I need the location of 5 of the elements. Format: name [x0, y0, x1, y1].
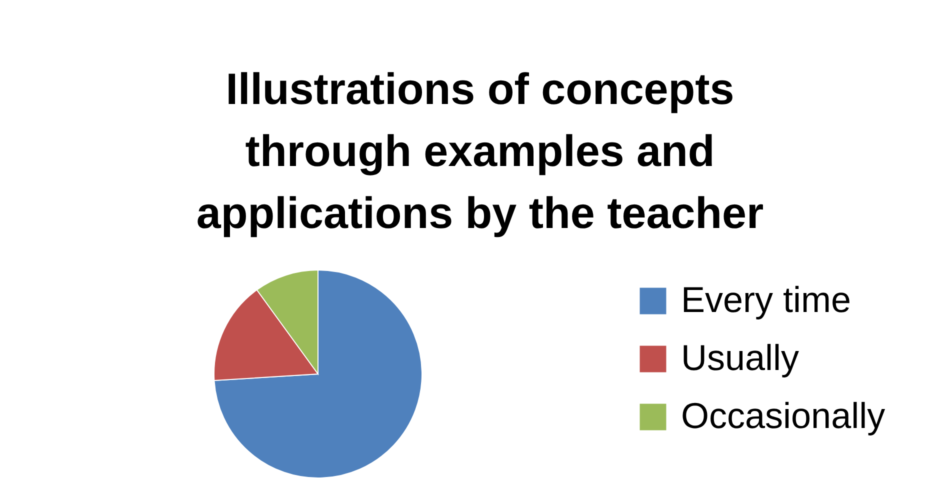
- legend-label: Usually: [681, 337, 800, 378]
- pie-slice: [214, 270, 422, 478]
- chart-title: Illustrations of concepts through examples and applications by the teacher: [196, 65, 764, 238]
- legend-label: Every time: [681, 279, 852, 320]
- legend-label: Occasionally: [681, 395, 886, 436]
